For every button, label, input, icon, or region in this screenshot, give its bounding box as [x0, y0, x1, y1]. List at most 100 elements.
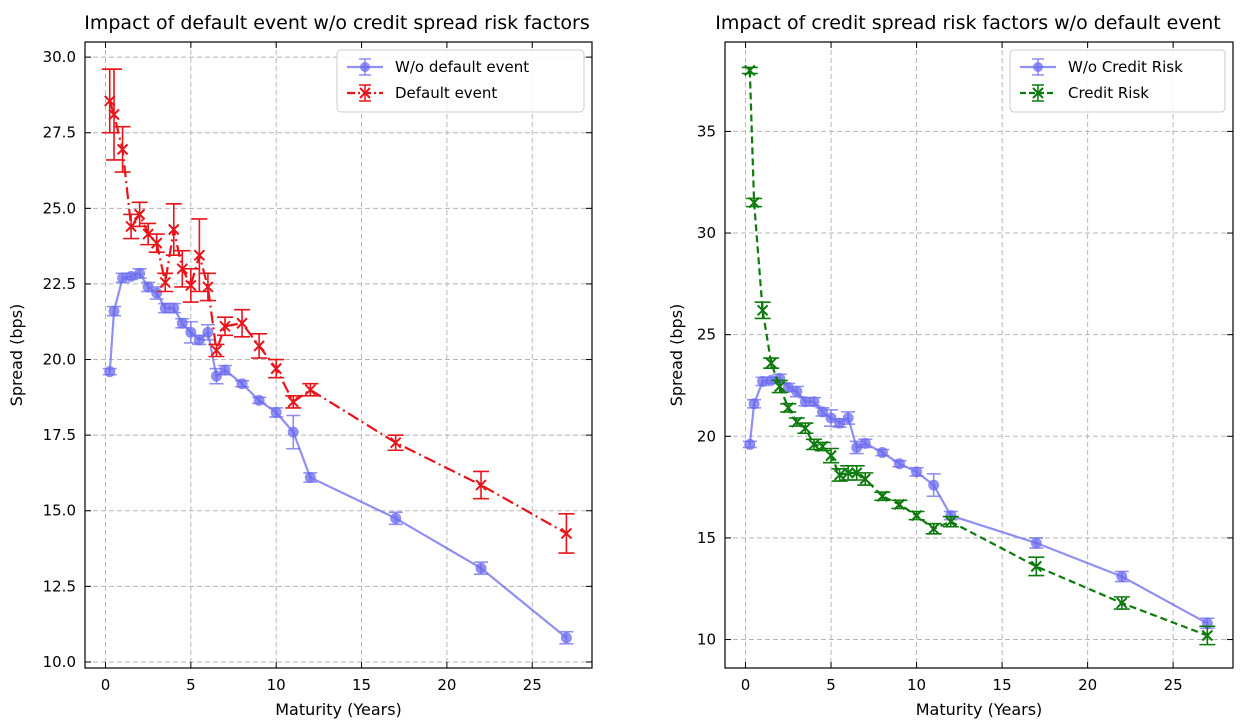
- data-point: [816, 440, 829, 453]
- chart-default-event: Impact of default event w/o credit sprea…: [7, 12, 593, 719]
- data-point: [744, 438, 756, 450]
- data-point: [150, 237, 163, 249]
- legend-label: Default event: [395, 84, 497, 102]
- y-tick-label: 27.5: [43, 124, 76, 142]
- data-point: [202, 326, 214, 338]
- data-point: [808, 438, 820, 451]
- data-point: [859, 473, 871, 485]
- data-point: [859, 437, 871, 449]
- data-point: [791, 416, 803, 428]
- legend: W/o Credit Risk Credit Risk: [1009, 49, 1226, 113]
- legend-marker: [1032, 87, 1044, 99]
- x-axis-label: Maturity (Years): [275, 700, 402, 719]
- y-tick-label: 15.0: [43, 502, 76, 520]
- data-point: [825, 449, 837, 462]
- x-tick-label: 10: [907, 676, 926, 694]
- data-point: [142, 228, 154, 240]
- data-point: [833, 469, 846, 481]
- data-point: [475, 479, 487, 491]
- y-tick-label: 15: [697, 529, 716, 547]
- legend-box: [336, 49, 585, 113]
- data-point: [304, 471, 316, 483]
- data-point: [389, 436, 402, 449]
- legend-label: W/o Credit Risk: [1068, 58, 1183, 76]
- data-point: [104, 366, 116, 378]
- data-point: [1116, 597, 1128, 609]
- data-point: [176, 317, 188, 329]
- data-point: [108, 305, 120, 317]
- data-point: [287, 426, 299, 438]
- data-point: [304, 384, 317, 396]
- y-tick-label: 30.0: [43, 48, 76, 66]
- y-tick-label: 20.0: [43, 351, 76, 369]
- data-point: [782, 402, 794, 414]
- y-axis-label: Spread (bps): [7, 304, 26, 407]
- data-point: [834, 417, 846, 429]
- y-tick-label: 10: [697, 631, 716, 649]
- data-point: [219, 320, 231, 332]
- data-point: [125, 220, 137, 233]
- data-point: [202, 281, 214, 293]
- data-point: [185, 279, 197, 292]
- x-axis-label: Maturity (Years): [916, 700, 1043, 719]
- x-tick-label: 15: [993, 676, 1012, 694]
- data-point: [560, 527, 573, 540]
- data-point: [134, 267, 146, 279]
- data-point: [560, 632, 572, 644]
- data-point: [253, 340, 265, 352]
- data-point: [774, 380, 786, 393]
- y-tick-label: 30: [697, 224, 716, 242]
- data-point: [287, 396, 299, 408]
- data-point: [1030, 537, 1042, 549]
- data-point: [756, 304, 769, 316]
- grid: [725, 42, 1233, 668]
- data-point: [945, 515, 957, 528]
- data-point: [168, 223, 180, 236]
- x-tick-label: 5: [186, 676, 196, 694]
- series-1: [741, 64, 1216, 646]
- chart-credit-spread: Impact of credit spread risk factors w/o…: [667, 12, 1234, 719]
- x-tick-label: 15: [352, 676, 371, 694]
- data-point: [133, 208, 146, 221]
- data-point: [808, 396, 820, 408]
- ticks: 0 5 10 15 20 25 10 15 20 25 30 35: [697, 42, 1233, 694]
- data-point: [475, 562, 487, 574]
- legend-marker: [359, 87, 371, 99]
- x-tick-label: 25: [523, 676, 542, 694]
- ticks: 0 5 10 15 20 25 10.0 12.5 15.0 17.5 20.0 22.5 25.0 27…: [43, 42, 592, 694]
- data-point: [748, 196, 760, 209]
- y-tick-label: 17.5: [43, 426, 76, 444]
- data-point: [253, 394, 265, 406]
- data-point: [893, 498, 906, 511]
- axes-frame: [724, 41, 1234, 669]
- series-0: [742, 372, 1215, 630]
- data-point: [219, 364, 231, 376]
- chart-title: Impact of credit spread risk factors w/o…: [715, 12, 1221, 34]
- legend: W/o default event Default event: [336, 49, 585, 113]
- data-point: [176, 263, 189, 275]
- data-point: [1030, 560, 1043, 573]
- x-tick-label: 0: [741, 676, 751, 694]
- data-point: [168, 302, 180, 314]
- chart-title: Impact of default event w/o credit sprea…: [84, 12, 590, 34]
- data-point: [850, 467, 863, 479]
- x-tick-label: 10: [267, 676, 286, 694]
- x-tick-label: 0: [101, 676, 111, 694]
- data-point: [159, 276, 171, 289]
- data-point: [210, 344, 223, 357]
- data-point: [816, 406, 828, 418]
- data-point: [799, 422, 812, 434]
- y-tick-label: 12.5: [43, 577, 76, 595]
- axes-frame: [84, 41, 593, 669]
- legend-marker: [360, 62, 370, 72]
- data-point: [928, 479, 940, 491]
- legend-marker: [1033, 62, 1043, 72]
- data-point: [765, 357, 777, 369]
- y-tick-label: 22.5: [43, 275, 76, 293]
- data-point: [270, 406, 282, 418]
- x-tick-label: 20: [1078, 676, 1097, 694]
- data-point: [193, 249, 206, 261]
- series-line: [748, 70, 1208, 637]
- data-point: [748, 398, 760, 410]
- data-point: [108, 108, 120, 121]
